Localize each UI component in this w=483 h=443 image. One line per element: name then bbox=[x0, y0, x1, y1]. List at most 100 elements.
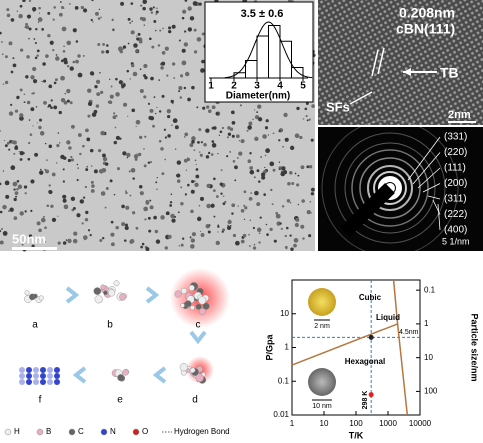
atom bbox=[180, 287, 188, 295]
nanoparticle bbox=[153, 96, 156, 99]
x-tick-label: 2 bbox=[231, 81, 237, 92]
nanoparticle bbox=[141, 17, 146, 22]
nanoparticle bbox=[248, 121, 253, 126]
nanoparticle bbox=[147, 216, 151, 220]
bar bbox=[256, 35, 269, 79]
nanoparticle bbox=[305, 114, 308, 118]
nanoparticle bbox=[231, 120, 236, 125]
nanoparticle bbox=[105, 187, 109, 190]
nanoparticle bbox=[62, 50, 66, 53]
nanoparticle bbox=[76, 178, 79, 182]
nanoparticle bbox=[180, 186, 183, 189]
nanoparticle bbox=[19, 4, 23, 8]
nanoparticle bbox=[236, 134, 240, 139]
nanoparticle bbox=[302, 237, 305, 240]
nanoparticle bbox=[258, 241, 261, 244]
atom bbox=[33, 379, 39, 385]
nanoparticle bbox=[25, 25, 30, 30]
nanoparticle bbox=[208, 224, 211, 227]
nanoparticle bbox=[281, 205, 285, 208]
nanoparticle bbox=[46, 204, 50, 208]
nanoparticle bbox=[0, 31, 2, 35]
nanoparticle bbox=[253, 243, 256, 246]
nanoparticle bbox=[50, 99, 53, 102]
nanoparticle bbox=[223, 195, 225, 197]
nanoparticle bbox=[231, 203, 236, 208]
nanoparticle bbox=[291, 181, 295, 185]
nanoparticle bbox=[288, 0, 292, 2]
nanoparticle bbox=[189, 143, 194, 148]
nanoparticle bbox=[210, 203, 215, 208]
nanoparticle bbox=[264, 166, 266, 169]
nanoparticle bbox=[0, 182, 2, 186]
nanoparticle bbox=[191, 232, 197, 237]
nanoparticle bbox=[37, 21, 40, 24]
nanoparticle bbox=[239, 104, 242, 107]
state-point bbox=[368, 334, 374, 340]
nanoparticle bbox=[13, 188, 16, 191]
nanoparticle bbox=[220, 192, 223, 195]
diffraction-ring bbox=[367, 165, 413, 211]
beam-stop bbox=[340, 182, 395, 238]
nanoparticle bbox=[6, 141, 10, 145]
x-tick-label: 100 bbox=[349, 419, 363, 428]
ring-pointer bbox=[407, 136, 441, 181]
nanoparticle bbox=[164, 46, 169, 51]
nanoparticle bbox=[19, 88, 23, 92]
state-point bbox=[368, 392, 374, 398]
nanoparticle bbox=[48, 190, 53, 195]
nanoparticle bbox=[247, 125, 252, 130]
nanoparticle bbox=[292, 0, 294, 2]
nanoparticle bbox=[171, 218, 176, 223]
nanoparticle bbox=[112, 28, 115, 31]
nanoparticle bbox=[9, 207, 14, 212]
particle-inset bbox=[308, 368, 336, 396]
nanoparticle bbox=[262, 134, 267, 139]
nanoparticle bbox=[35, 28, 38, 31]
nanoparticle bbox=[187, 97, 191, 102]
nanoparticle bbox=[60, 1, 62, 3]
histogram-title: 3.5 ± 0.6 bbox=[241, 8, 284, 20]
nanoparticle bbox=[2, 53, 4, 55]
bar bbox=[291, 67, 304, 79]
nanoparticle bbox=[126, 152, 131, 158]
scale-bar-label: 5 1/nm bbox=[442, 236, 470, 246]
nanoparticle bbox=[256, 111, 259, 113]
nanoparticle bbox=[198, 204, 201, 207]
saed-pattern: (331) (220) (111) (200) (311) (222) (400) bbox=[321, 119, 467, 257]
nanoparticle bbox=[191, 140, 195, 144]
nanoparticle bbox=[211, 126, 215, 130]
nanoparticle bbox=[86, 165, 89, 168]
nanoparticle bbox=[289, 171, 293, 175]
nanoparticle bbox=[28, 234, 33, 238]
nanoparticle bbox=[269, 161, 275, 167]
nanoparticle bbox=[308, 234, 312, 238]
nanoparticle bbox=[158, 139, 162, 143]
chevron bbox=[72, 366, 87, 384]
nanoparticle bbox=[284, 234, 287, 238]
nanoparticle bbox=[33, 38, 36, 40]
nanoparticle bbox=[289, 145, 295, 151]
legend-label: H bbox=[14, 427, 20, 436]
nanoparticle bbox=[162, 27, 164, 30]
nanoparticle bbox=[265, 119, 269, 123]
nanoparticle bbox=[136, 153, 138, 155]
nanoparticle bbox=[10, 103, 13, 106]
tb-label: TB bbox=[440, 65, 459, 81]
nanoparticle bbox=[89, 148, 94, 153]
nanoparticle bbox=[143, 147, 145, 150]
atom bbox=[188, 284, 195, 291]
nanoparticle bbox=[127, 42, 130, 45]
nanoparticle bbox=[144, 135, 147, 138]
nanoparticle bbox=[28, 0, 32, 2]
nanoparticle bbox=[211, 105, 216, 110]
nanoparticle bbox=[26, 100, 31, 105]
scale-bar-label: 50nm bbox=[12, 231, 46, 246]
nanoparticle bbox=[90, 180, 94, 184]
nanoparticle bbox=[104, 162, 109, 166]
nanoparticle bbox=[231, 134, 235, 138]
nanoparticle bbox=[68, 146, 72, 150]
nanoparticle bbox=[207, 230, 211, 234]
atom bbox=[33, 373, 39, 379]
phase-boundary bbox=[291, 323, 398, 366]
